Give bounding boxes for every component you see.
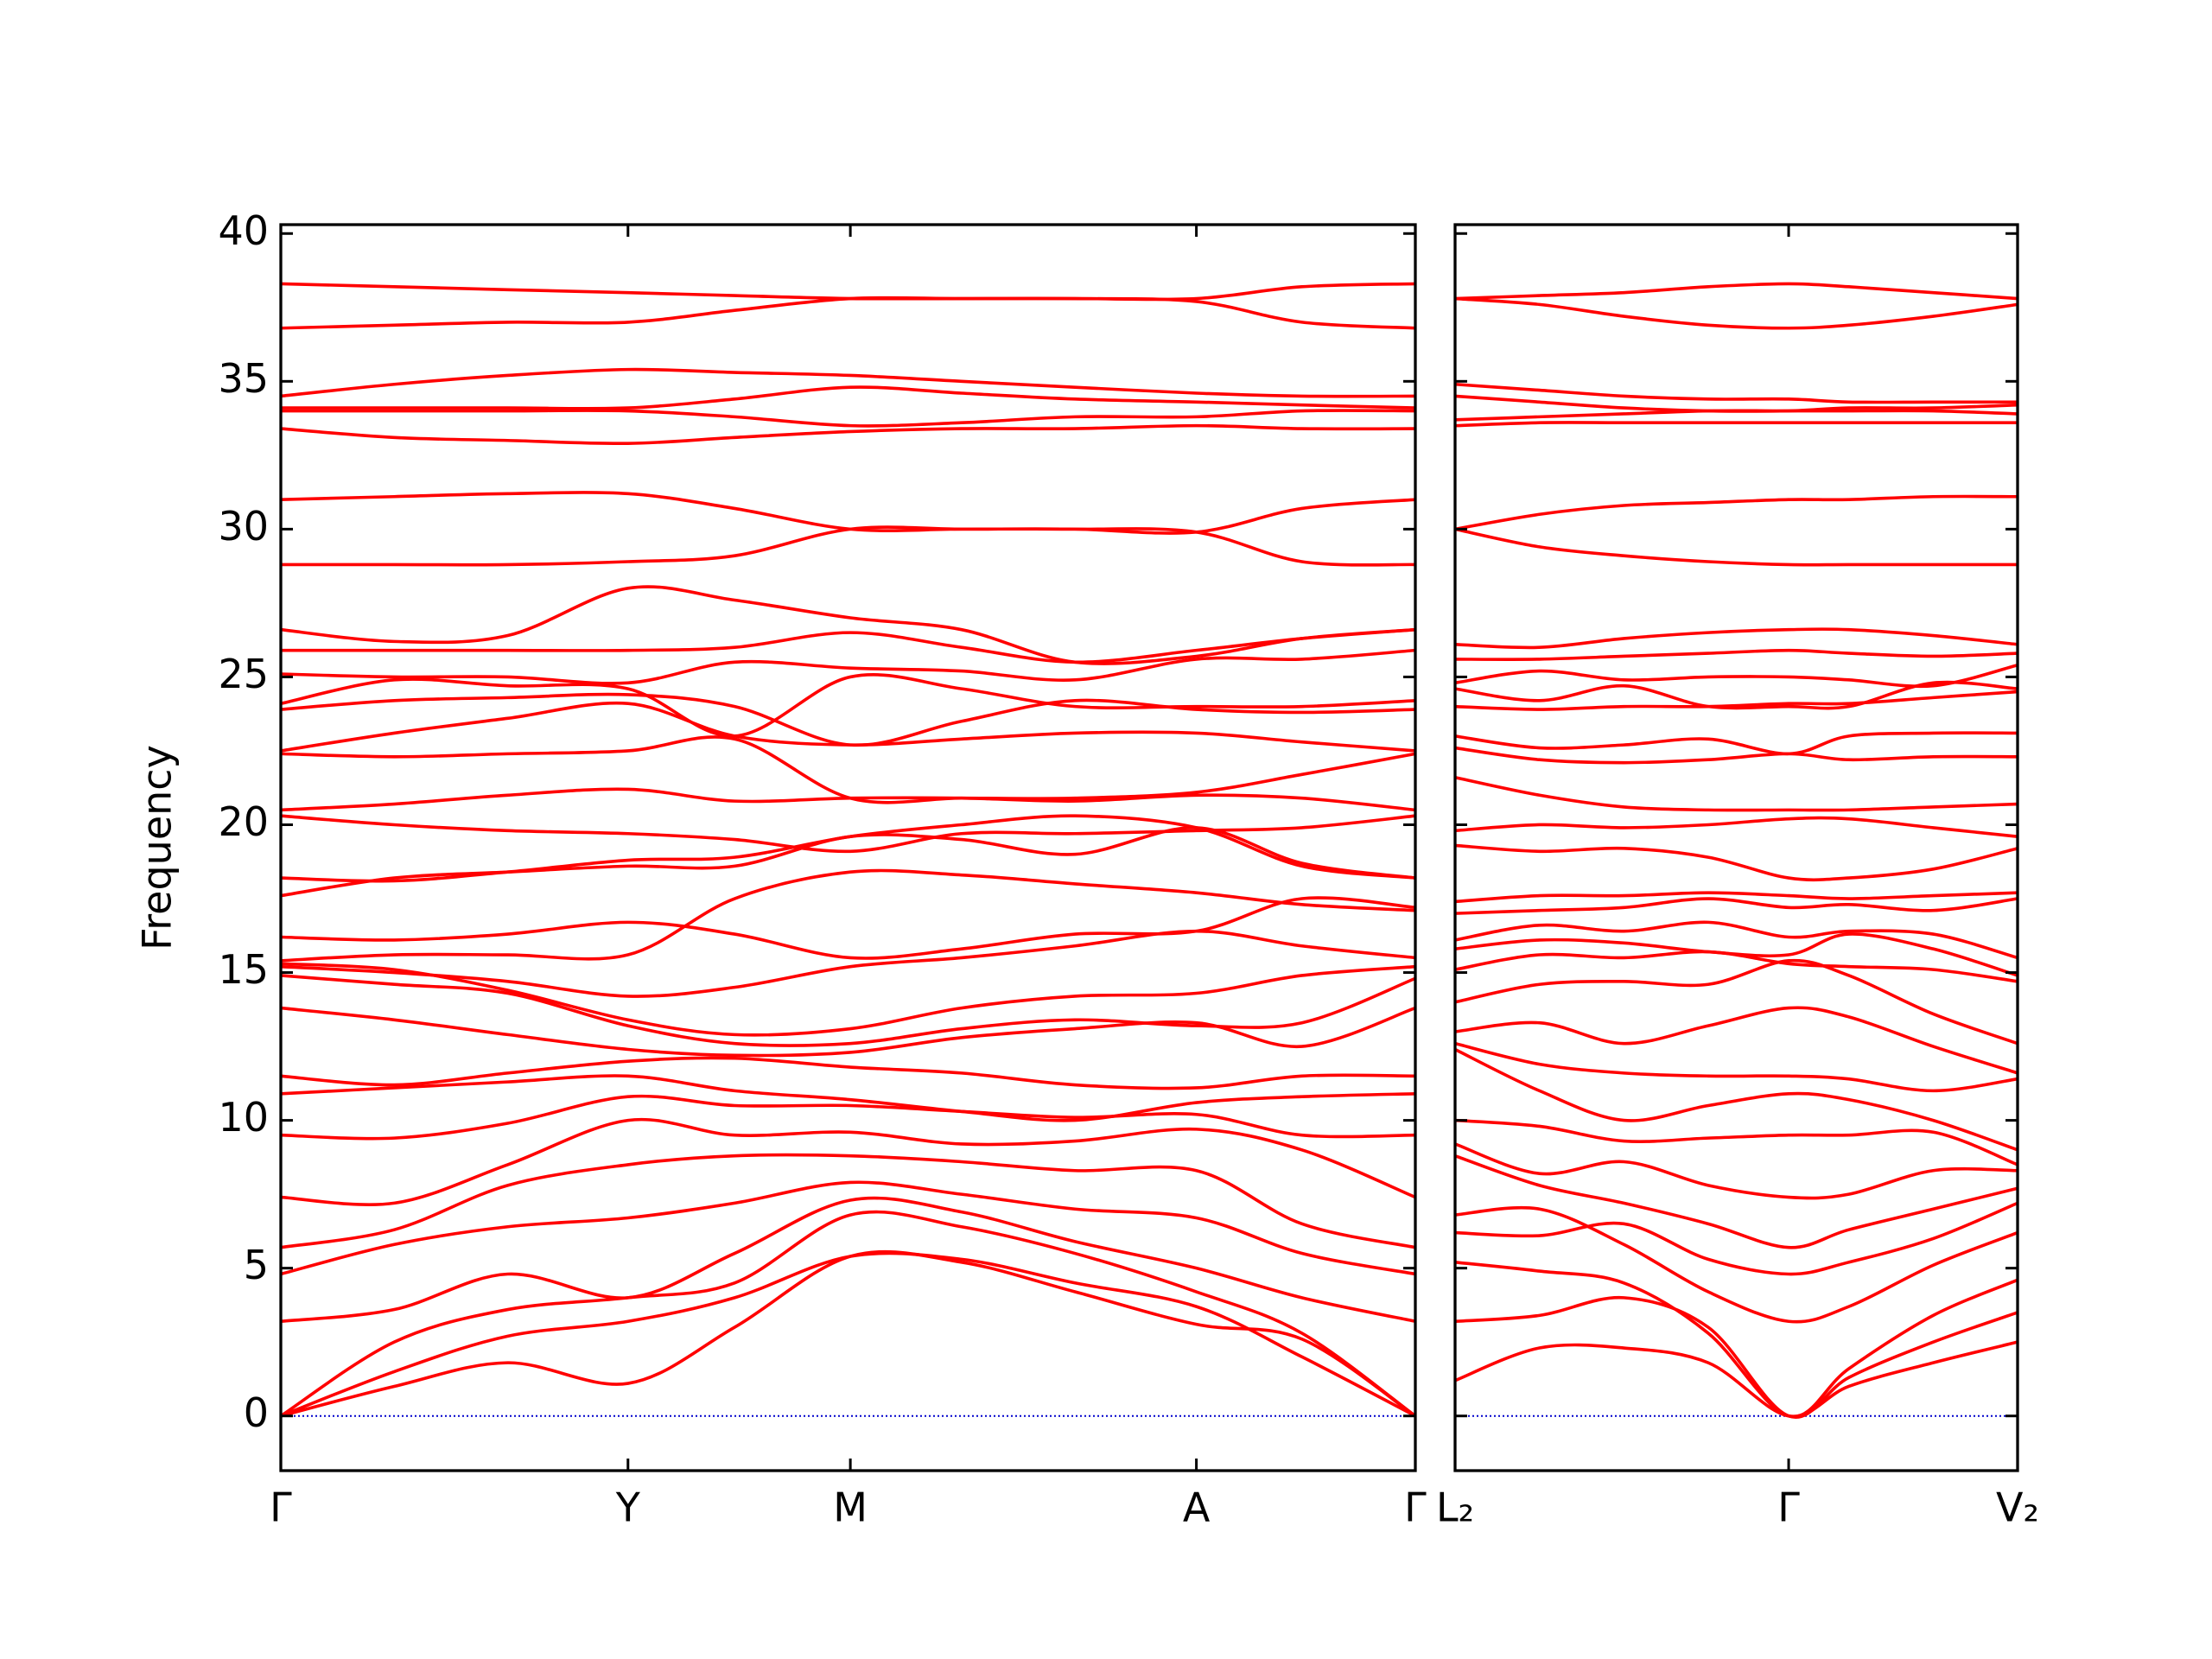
x-tick-label: Y — [615, 1484, 641, 1531]
band-line — [1454, 1006, 2018, 1075]
band-line — [1454, 843, 2018, 882]
y-tick-label: 15 — [218, 946, 269, 993]
y-tick-label: 20 — [218, 798, 269, 845]
x-tick-label: Γ — [1777, 1484, 1800, 1531]
band-line — [1454, 282, 2018, 301]
band-line — [280, 1094, 1416, 1141]
band-line — [281, 525, 1416, 567]
band-line — [1454, 1041, 2018, 1093]
band-line — [280, 296, 1416, 330]
y-tick-label: 25 — [218, 651, 269, 697]
band-line — [280, 282, 1416, 302]
band-line — [1454, 1295, 2018, 1419]
band-line — [1454, 958, 2018, 1046]
band-line — [280, 962, 1416, 1037]
band-line — [280, 648, 1416, 685]
x-tick-label: Γ — [1404, 1484, 1427, 1531]
y-tick-label: 30 — [218, 503, 269, 550]
band-line — [280, 1074, 1416, 1122]
band-line — [280, 409, 1416, 428]
band-line — [1454, 1340, 2018, 1418]
x-tick-label: A — [1183, 1484, 1211, 1531]
band-line — [280, 735, 1416, 804]
x-tick-label: L₂ — [1436, 1484, 1474, 1531]
band-line — [1454, 394, 2018, 413]
band-line — [280, 1251, 1416, 1418]
plot-frame — [1453, 223, 2019, 1472]
band-line — [280, 1153, 1416, 1249]
y-tick-label: 35 — [218, 355, 269, 402]
band-line — [1454, 663, 2018, 689]
band-line — [1454, 816, 2018, 838]
band-line — [280, 423, 1416, 446]
band-line — [281, 627, 1416, 664]
band-line — [1454, 775, 2018, 812]
band-line — [1454, 1142, 2018, 1200]
x-tick-label: M — [833, 1484, 868, 1531]
band-line — [280, 1249, 1417, 1418]
band-line — [280, 1210, 1417, 1418]
band-line — [280, 974, 1416, 1047]
band-line — [280, 367, 1416, 398]
band-line — [1454, 920, 2018, 960]
band-line — [280, 1056, 1416, 1090]
band-line — [280, 814, 1416, 854]
band-line — [1454, 1201, 2018, 1276]
band-line — [1454, 950, 2018, 983]
band-line — [1454, 731, 2018, 756]
band-line — [1454, 648, 2018, 661]
band-line — [1454, 296, 2018, 330]
band-line — [281, 385, 1416, 410]
band-line — [280, 1117, 1416, 1206]
band-line — [1454, 1047, 2018, 1152]
y-tick-label: 40 — [218, 207, 269, 254]
band-line — [1454, 897, 2018, 915]
band-line — [1454, 627, 2018, 650]
band-line — [280, 673, 1416, 738]
y-tick-label: 0 — [244, 1389, 269, 1436]
band-line — [280, 814, 1416, 883]
band-line — [280, 896, 1416, 960]
band-line — [1454, 1154, 2018, 1249]
band-line — [280, 787, 1416, 812]
x-tick-label: Γ — [270, 1484, 292, 1531]
band-line — [280, 929, 1416, 998]
y-tick-label: 5 — [244, 1242, 269, 1288]
band-line — [1454, 1205, 2018, 1324]
band-line — [280, 1196, 1416, 1324]
band-line — [280, 692, 1416, 747]
band-line — [280, 491, 1416, 535]
band-line — [1454, 680, 2018, 710]
band-line — [1454, 1118, 2018, 1166]
band-line — [280, 585, 1416, 665]
y-axis-label: Frequency — [134, 745, 181, 950]
band-line — [280, 1006, 1416, 1058]
y-tick-label: 10 — [218, 1094, 269, 1141]
band-line — [1454, 1261, 2018, 1419]
band-line — [1454, 494, 2018, 531]
plot-frame — [279, 223, 1417, 1472]
x-tick-label: V₂ — [1996, 1484, 2039, 1531]
band-line — [280, 1180, 1416, 1276]
band-line — [1454, 746, 2018, 765]
band-line — [1454, 527, 2018, 567]
band-line — [1454, 891, 2018, 904]
band-line — [1454, 382, 2018, 404]
band-line — [1454, 932, 2018, 977]
band-line — [1454, 421, 2018, 428]
band-line — [1454, 690, 2018, 711]
band-line — [280, 868, 1416, 963]
